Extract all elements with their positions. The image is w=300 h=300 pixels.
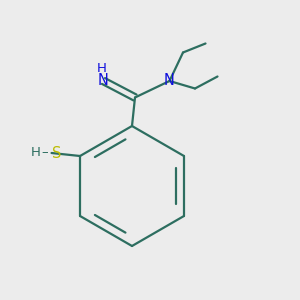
Text: N: N [164,74,175,88]
Text: H: H [97,62,107,75]
Text: S: S [52,146,62,160]
Text: N: N [98,74,109,88]
Text: –: – [41,146,48,159]
Text: H: H [31,146,41,160]
